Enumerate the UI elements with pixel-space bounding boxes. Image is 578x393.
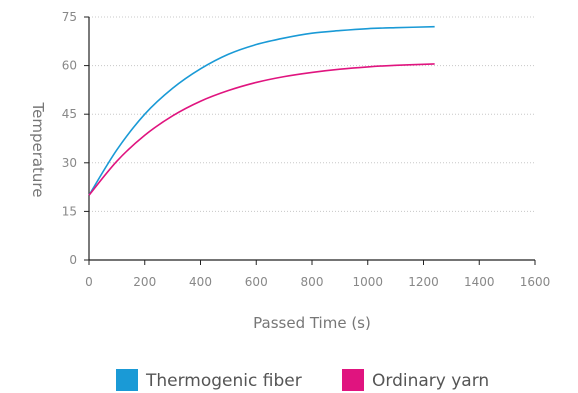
- x-tick-label-200: 200: [133, 275, 156, 289]
- y-tick-label-15: 15: [62, 204, 77, 218]
- series-lines: [88, 25, 435, 196]
- x-tick-label-1600: 1600: [520, 275, 551, 289]
- x-axis-title: Passed Time (s): [253, 314, 371, 332]
- series-line-ordinary-yarn: [88, 63, 435, 196]
- y-tick-label-45: 45: [62, 107, 77, 121]
- x-tick-label-400: 400: [189, 275, 212, 289]
- legend-swatch-ordinary-yarn: [342, 369, 364, 391]
- x-tick-labels: 0 200 400 600 800 1000 1200 1400 1600: [85, 275, 550, 289]
- x-tick-label-1400: 1400: [464, 275, 495, 289]
- axes: [84, 16, 536, 265]
- y-tick-label-75: 75: [62, 10, 77, 24]
- x-tick-label-600: 600: [245, 275, 268, 289]
- grid-lines: [89, 16, 535, 212]
- y-tick-label-0: 0: [69, 253, 77, 267]
- y-tick-label-60: 60: [62, 59, 77, 73]
- x-tick-label-800: 800: [301, 275, 324, 289]
- legend-label-ordinary-yarn: Ordinary yarn: [372, 371, 489, 391]
- legend-label-thermogenic-fiber: Thermogenic fiber: [145, 371, 302, 391]
- legend-swatch-thermogenic-fiber: [116, 369, 138, 391]
- y-axis-title: Temperature: [29, 101, 47, 197]
- x-tick-label-1200: 1200: [408, 275, 439, 289]
- legend: Thermogenic fiber Ordinary yarn: [116, 369, 489, 391]
- x-tick-label-0: 0: [85, 275, 93, 289]
- y-tick-labels: 0 15 30 45 60 75: [62, 10, 77, 267]
- series-line-thermogenic-fiber: [88, 25, 435, 196]
- y-tick-label-30: 30: [62, 156, 77, 170]
- x-tick-label-1000: 1000: [352, 275, 383, 289]
